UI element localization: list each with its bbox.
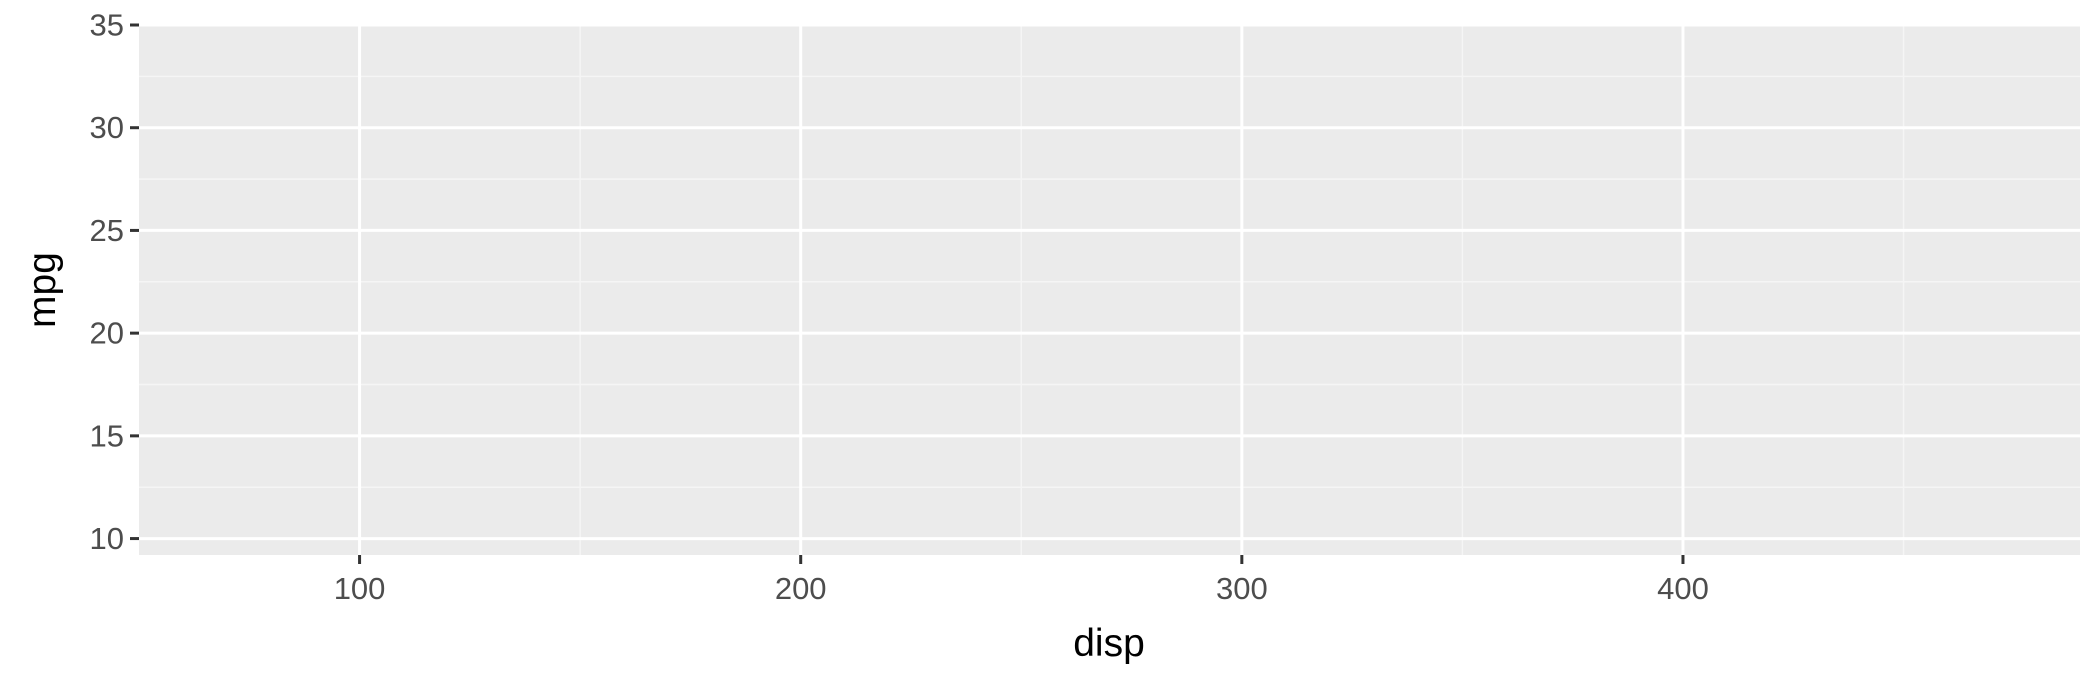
x-tick-label: 400 xyxy=(1657,571,1709,606)
y-tick-label: 35 xyxy=(90,8,124,43)
x-tick-label: 200 xyxy=(775,571,827,606)
y-axis: 10 15 20 25 30 35 xyxy=(90,8,139,556)
panel-background xyxy=(139,25,2080,555)
x-tick-label: 300 xyxy=(1216,571,1268,606)
y-tick-label: 20 xyxy=(90,316,124,351)
y-tick-label: 10 xyxy=(90,521,124,556)
y-axis-title: mpg xyxy=(21,252,64,328)
x-axis: 100 200 300 400 xyxy=(334,555,1709,606)
minor-gridlines xyxy=(139,25,2080,555)
y-tick-label: 30 xyxy=(90,110,124,145)
y-tick-label: 25 xyxy=(90,213,124,248)
x-axis-title: disp xyxy=(1073,622,1145,665)
major-gridlines xyxy=(139,23,2080,555)
y-tick-label: 15 xyxy=(90,418,124,453)
x-tick-label: 100 xyxy=(334,571,386,606)
